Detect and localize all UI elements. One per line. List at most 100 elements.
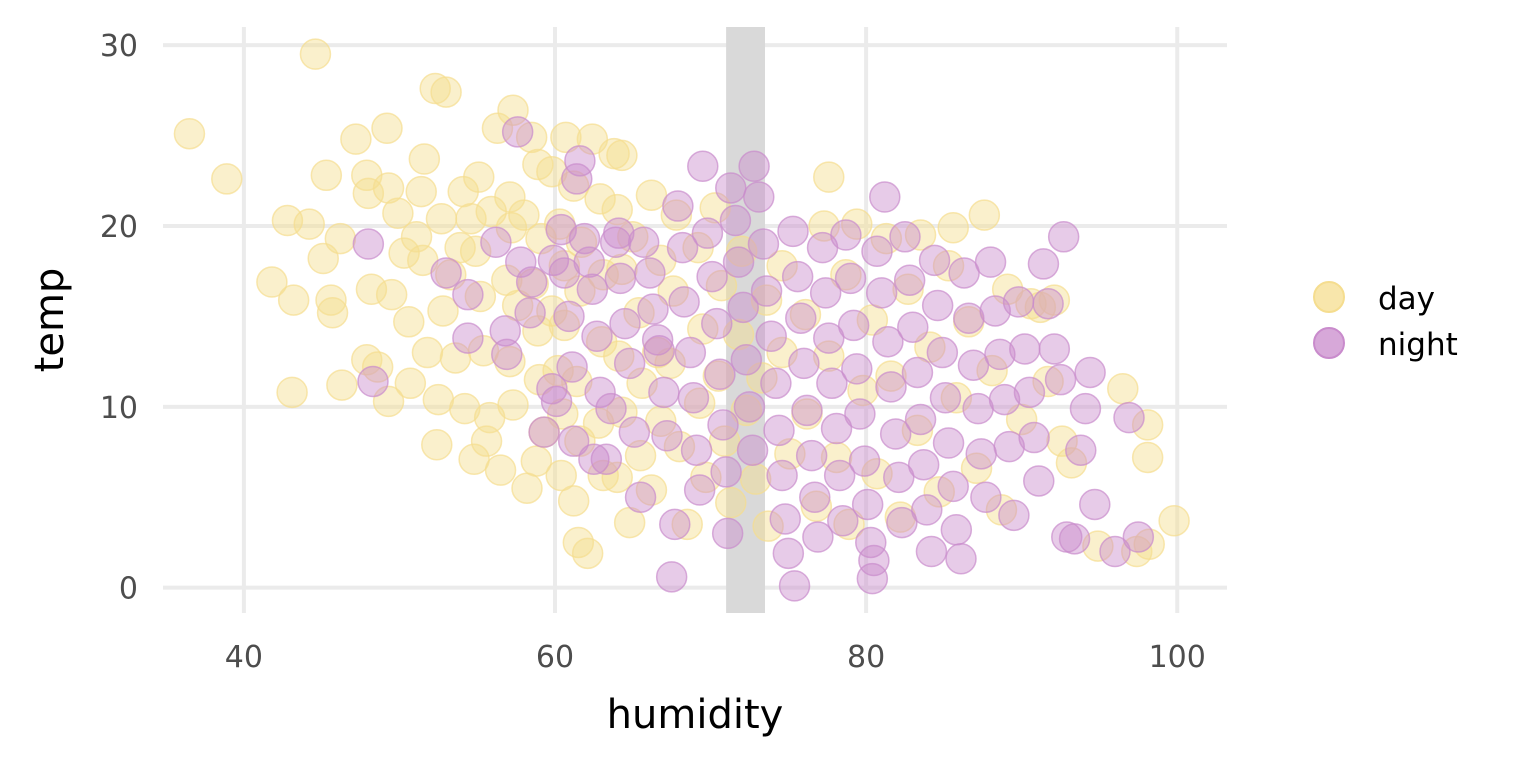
point-night [856, 562, 889, 595]
point-day [766, 249, 798, 282]
point-night [730, 344, 763, 376]
point-night [788, 347, 820, 380]
point-night [576, 273, 609, 306]
point-day [459, 235, 492, 268]
point-night [948, 257, 980, 289]
point-day [536, 155, 568, 188]
point-night [536, 372, 568, 405]
point-night [595, 392, 627, 425]
point-night [480, 226, 512, 258]
point-day [449, 392, 481, 425]
point-night [738, 150, 770, 183]
point-day [1032, 365, 1064, 398]
point-day [750, 284, 783, 316]
point-night [918, 244, 951, 277]
point-night [651, 420, 683, 452]
point-night [932, 427, 965, 459]
point-night [1038, 333, 1071, 365]
point-day [299, 38, 332, 70]
point-night [545, 213, 577, 246]
point-day [310, 159, 343, 192]
point-night [452, 322, 484, 354]
point-day [408, 143, 441, 175]
y-tick-label: 30 [100, 29, 138, 64]
legend-key-day [1313, 281, 1345, 313]
point-day [1038, 284, 1071, 316]
point-day [497, 389, 529, 421]
point-night [743, 181, 775, 213]
point-night [1047, 221, 1080, 253]
point-night [704, 358, 736, 391]
legend: day night [1313, 281, 1458, 363]
point-night [901, 356, 934, 389]
point-day [683, 387, 716, 419]
legend-key-night [1313, 327, 1345, 359]
point-night [998, 499, 1030, 532]
point-day [393, 306, 425, 338]
point-night [641, 324, 674, 356]
point-night [564, 145, 596, 177]
point-day [419, 72, 451, 105]
point-night [830, 219, 862, 251]
point-night [719, 204, 752, 237]
tick-labels: 40 60 80 100 0 10 20 30 [100, 29, 1206, 675]
point-night [711, 517, 744, 550]
point-day [422, 383, 455, 416]
point-night [643, 334, 675, 367]
point-day [211, 163, 243, 195]
point-night [659, 508, 691, 541]
point-night [662, 190, 694, 222]
point-day [601, 193, 633, 226]
point-night [750, 275, 783, 307]
point-night [701, 307, 733, 340]
point-day [421, 429, 453, 461]
x-tick-label: 40 [225, 640, 263, 675]
point-night [573, 246, 605, 278]
point-day [601, 461, 633, 494]
point-day [508, 199, 540, 231]
point-night [1027, 248, 1060, 280]
point-day [293, 208, 325, 240]
point-night [769, 503, 801, 535]
point-night [755, 320, 787, 353]
point-day [324, 222, 357, 255]
point-night [604, 262, 637, 295]
point-day [425, 202, 458, 235]
point-night [872, 325, 904, 358]
point-night [823, 459, 856, 492]
point-night [581, 320, 613, 353]
point-night [837, 309, 870, 342]
point-night [962, 392, 994, 425]
point-day [1158, 505, 1190, 537]
point-day [430, 76, 462, 108]
point-night [1079, 488, 1111, 521]
point-day [833, 508, 865, 541]
point-day [584, 183, 616, 215]
point-night [820, 412, 853, 445]
point-night [452, 278, 484, 311]
point-night [655, 561, 688, 593]
point-night [904, 403, 937, 436]
point-night [799, 481, 831, 513]
point-night [528, 416, 560, 448]
point-day [388, 237, 420, 269]
point-day [464, 280, 497, 313]
point-night [556, 351, 588, 383]
point-night [609, 307, 641, 340]
point-night [489, 315, 521, 347]
point-night [1044, 363, 1077, 396]
point-night [795, 439, 828, 472]
point-night [766, 459, 798, 492]
point-night [747, 228, 780, 260]
point-night [984, 338, 1016, 371]
point-day [375, 278, 408, 311]
point-night [687, 150, 719, 183]
point-day [400, 221, 433, 253]
y-tick-label: 10 [100, 391, 138, 426]
point-day [470, 425, 503, 457]
point-night [553, 300, 585, 333]
x-axis-title: humidity [607, 692, 784, 738]
point-day [606, 253, 638, 286]
point-day [355, 273, 388, 306]
